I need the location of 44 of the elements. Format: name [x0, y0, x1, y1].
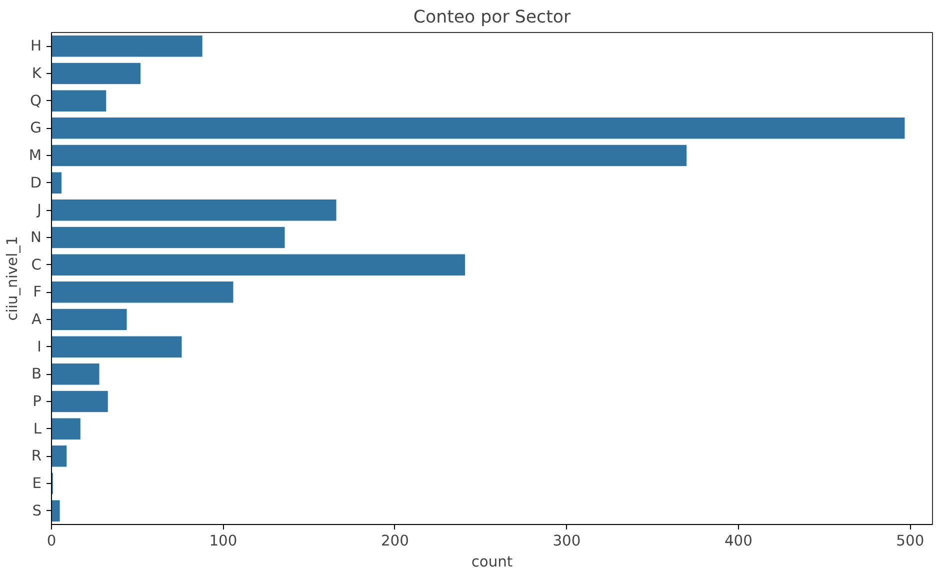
x-axis-title: count — [471, 554, 513, 570]
y-tick-label: H — [30, 38, 42, 55]
y-tick-label: F — [33, 284, 42, 301]
y-tick-label: G — [30, 120, 42, 137]
x-tick-label: 400 — [724, 532, 752, 550]
x-tick-label: 500 — [896, 532, 924, 550]
bar — [52, 280, 234, 304]
bar — [52, 116, 906, 140]
bar — [52, 34, 203, 58]
bar — [52, 90, 107, 112]
x-tick-label: 200 — [380, 532, 409, 550]
y-tick-label: Q — [30, 92, 42, 110]
y-tick-label: E — [32, 475, 42, 492]
y-tick-label: A — [31, 311, 42, 328]
y-tick-label: I — [37, 338, 42, 356]
y-tick-label: J — [36, 202, 42, 219]
bar — [52, 500, 60, 522]
x-tick-label: 0 — [46, 532, 56, 550]
chart-title: Conteo por Sector — [413, 8, 572, 28]
bar — [52, 226, 286, 249]
bar — [52, 198, 337, 222]
y-tick-label: R — [31, 448, 42, 465]
bar — [52, 362, 100, 386]
bar — [52, 308, 128, 331]
y-tick-label: D — [30, 174, 42, 192]
bar — [52, 62, 142, 85]
bar — [52, 172, 62, 194]
bar — [52, 444, 68, 468]
x-tick-label: 300 — [552, 532, 581, 550]
y-tick-label: P — [32, 393, 42, 410]
bar — [52, 390, 108, 413]
y-axis-title: ciiu_nivel_1 — [4, 236, 21, 321]
y-tick-label: C — [31, 256, 42, 274]
x-tick-label: 100 — [209, 532, 238, 550]
y-tick-label: K — [32, 65, 42, 82]
bar — [52, 144, 688, 167]
bar — [52, 254, 466, 276]
bar — [52, 336, 182, 358]
y-tick-label: S — [32, 502, 42, 520]
y-tick-label: N — [30, 229, 42, 246]
y-tick-label: L — [33, 420, 42, 438]
y-tick-label: B — [31, 366, 42, 383]
bar — [52, 418, 81, 440]
y-tick-label: M — [28, 147, 42, 164]
